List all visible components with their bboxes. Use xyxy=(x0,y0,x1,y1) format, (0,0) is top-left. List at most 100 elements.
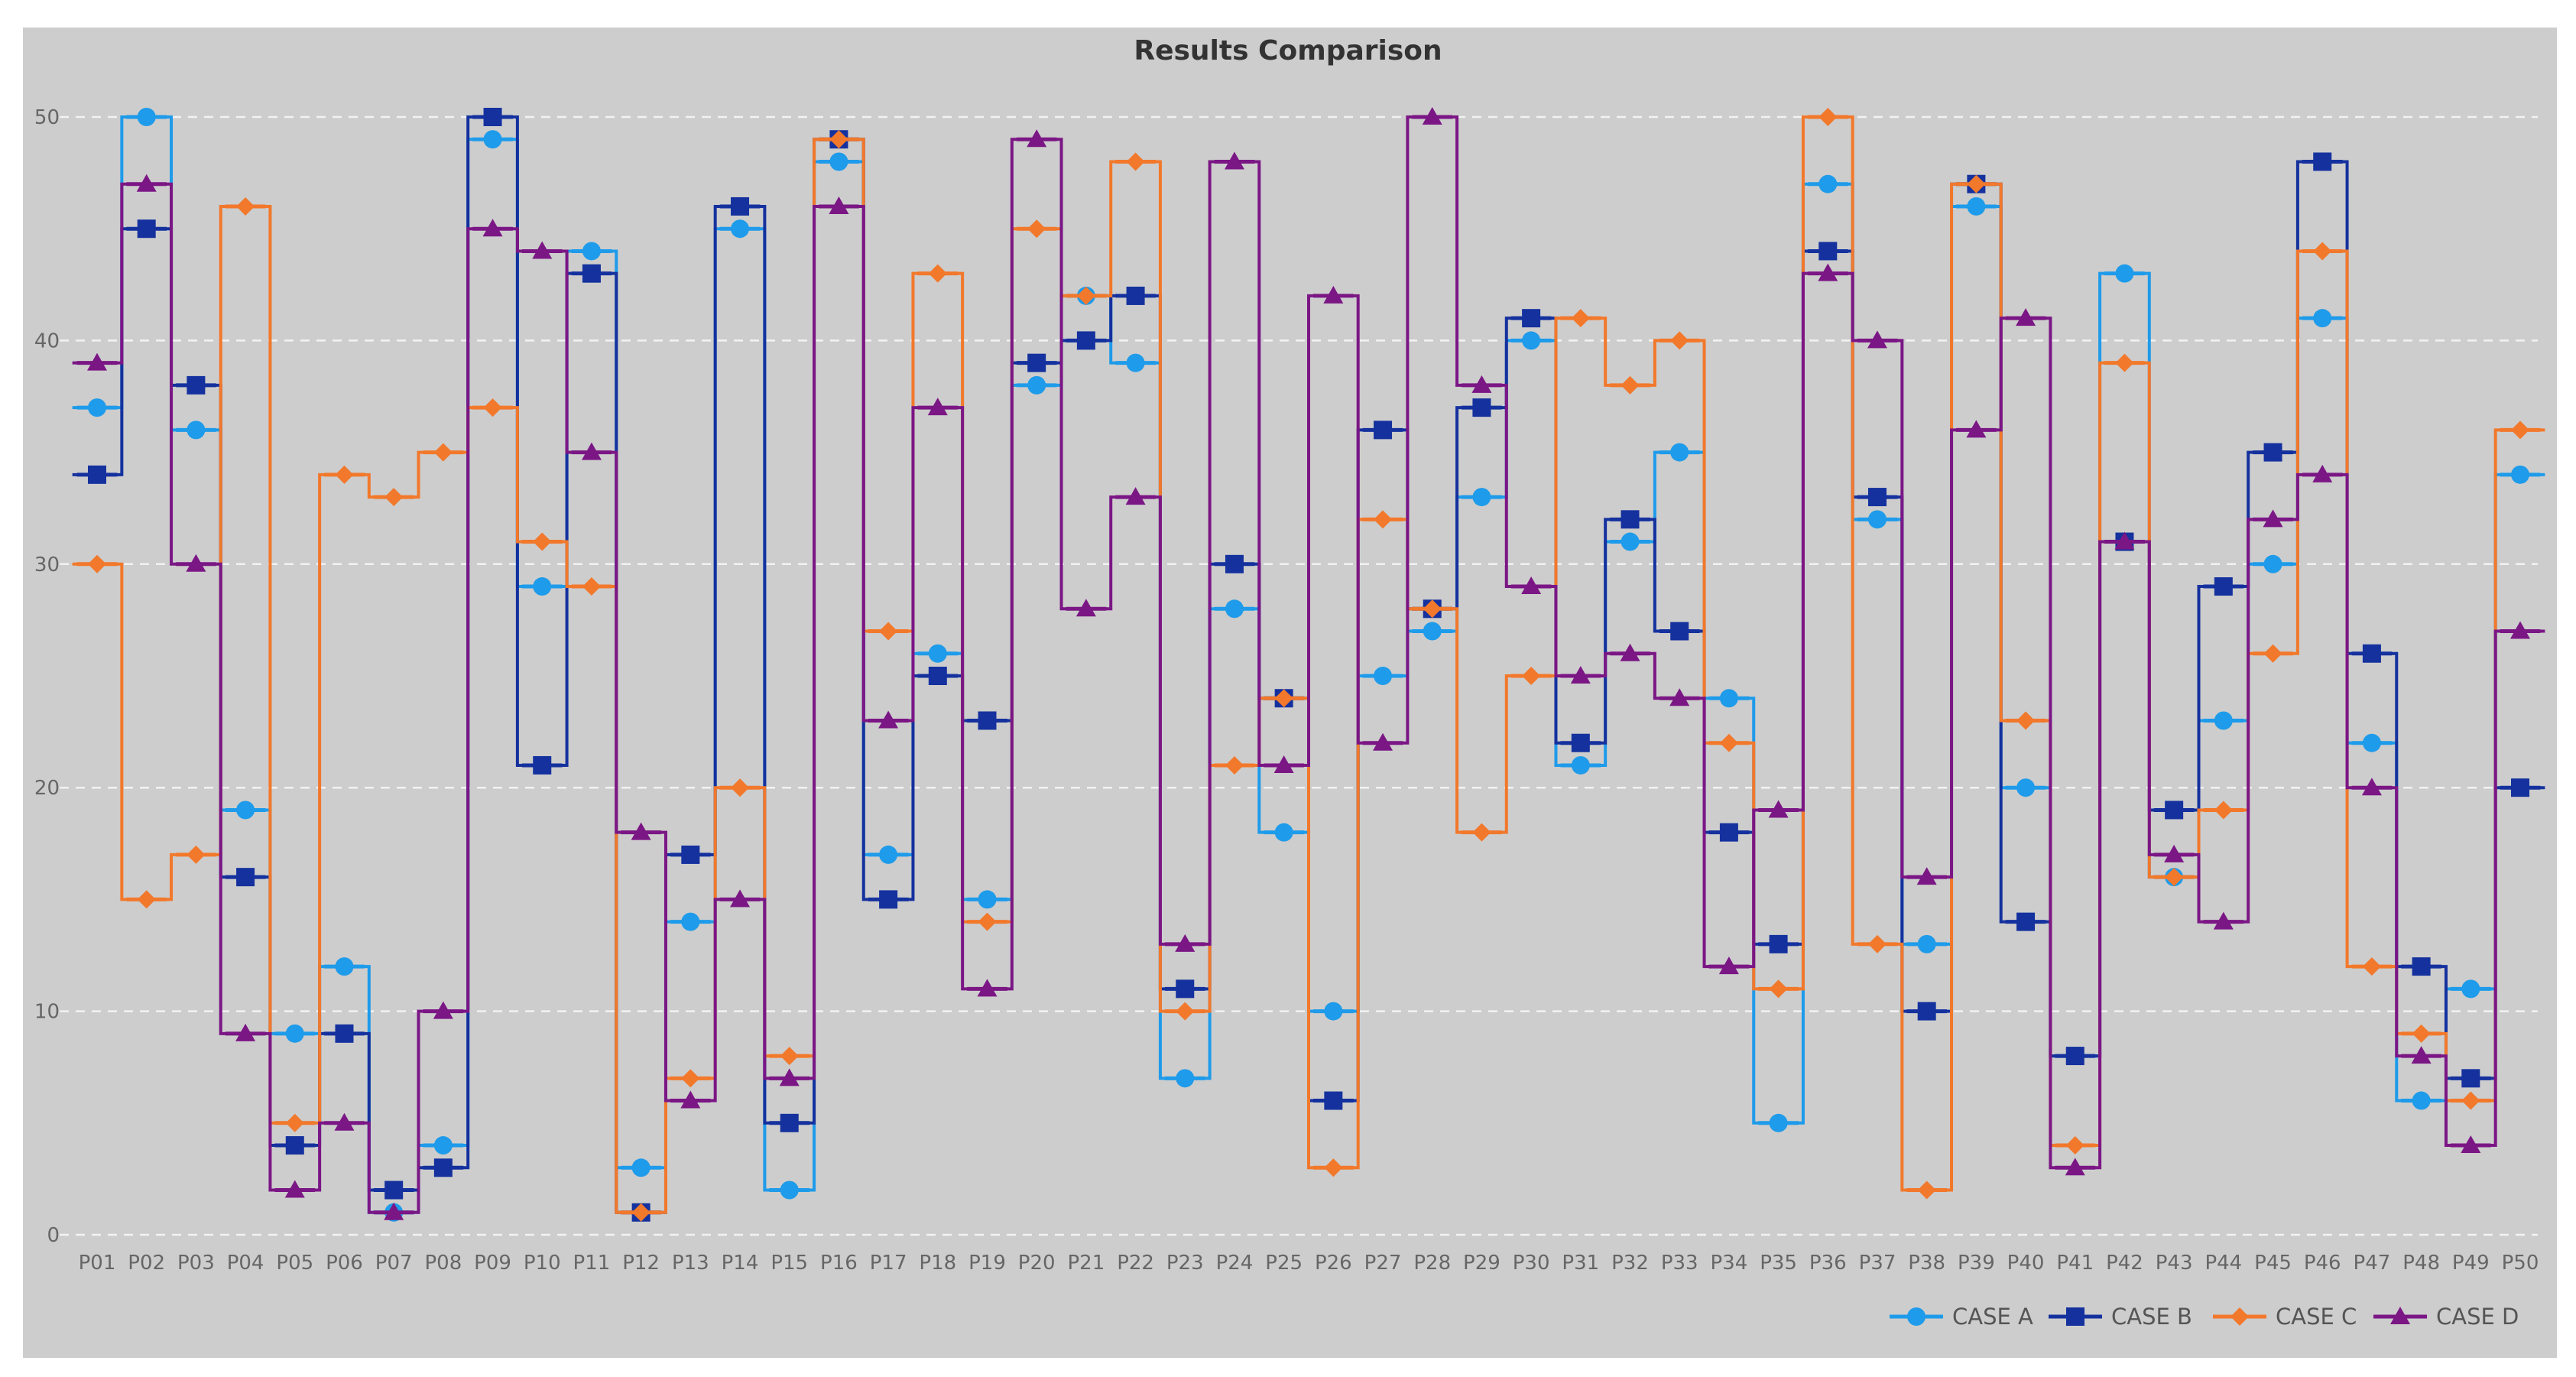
data-point-case-a[interactable] xyxy=(1472,488,1491,507)
data-point-case-c[interactable] xyxy=(1818,108,1838,126)
data-point-case-d[interactable] xyxy=(1175,934,1196,952)
data-point-case-d[interactable] xyxy=(1768,800,1789,818)
data-point-case-b[interactable] xyxy=(731,196,750,216)
data-point-case-d[interactable] xyxy=(878,710,899,729)
data-point-case-c[interactable] xyxy=(2362,957,2381,976)
data-point-case-b[interactable] xyxy=(1769,934,1788,953)
data-point-case-a[interactable] xyxy=(1374,667,1393,685)
data-point-case-a[interactable] xyxy=(829,152,848,171)
data-point-case-a[interactable] xyxy=(1225,599,1244,619)
data-point-case-a[interactable] xyxy=(681,912,700,931)
data-point-case-b[interactable] xyxy=(879,890,898,909)
data-point-case-b[interactable] xyxy=(2412,957,2431,976)
data-point-case-a[interactable] xyxy=(1917,934,1936,953)
data-point-case-c[interactable] xyxy=(1027,219,1046,239)
data-point-case-a[interactable] xyxy=(2115,264,2134,283)
data-point-case-d[interactable] xyxy=(1966,420,1987,438)
data-point-case-d[interactable] xyxy=(433,1001,453,1019)
data-point-case-b[interactable] xyxy=(1076,331,1095,350)
data-point-case-c[interactable] xyxy=(1126,152,1145,171)
data-point-case-a[interactable] xyxy=(335,957,354,976)
data-point-case-d[interactable] xyxy=(2016,308,2036,326)
data-point-case-a[interactable] xyxy=(2412,1091,2431,1110)
data-point-case-c[interactable] xyxy=(1374,510,1393,529)
data-point-case-c[interactable] xyxy=(2065,1136,2084,1155)
data-point-case-a[interactable] xyxy=(1176,1069,1195,1088)
data-point-case-b[interactable] xyxy=(384,1181,404,1200)
data-point-case-c[interactable] xyxy=(1324,1158,1343,1177)
data-point-case-d[interactable] xyxy=(829,196,849,214)
data-point-case-c[interactable] xyxy=(335,465,354,484)
data-point-case-c[interactable] xyxy=(2511,421,2529,440)
data-point-case-c[interactable] xyxy=(731,778,750,797)
data-point-case-d[interactable] xyxy=(532,241,553,259)
data-point-case-b[interactable] xyxy=(1225,554,1244,573)
data-point-case-b[interactable] xyxy=(2263,443,2282,462)
data-point-case-a[interactable] xyxy=(731,219,750,239)
data-point-case-a[interactable] xyxy=(533,577,552,596)
data-point-case-a[interactable] xyxy=(1967,196,1986,216)
data-point-case-a[interactable] xyxy=(978,890,997,909)
data-point-case-d[interactable] xyxy=(2164,844,2185,862)
data-point-case-a[interactable] xyxy=(1769,1113,1788,1132)
data-point-case-c[interactable] xyxy=(1769,979,1788,999)
data-point-case-d[interactable] xyxy=(631,822,651,840)
data-point-case-a[interactable] xyxy=(2263,554,2282,573)
data-point-case-d[interactable] xyxy=(2510,621,2530,639)
data-point-case-d[interactable] xyxy=(680,1090,701,1109)
data-point-case-d[interactable] xyxy=(334,1112,355,1131)
legend-item-case-d[interactable]: CASE D xyxy=(2373,1304,2519,1330)
data-point-case-c[interactable] xyxy=(88,554,106,573)
data-point-case-b[interactable] xyxy=(2461,1069,2480,1088)
data-point-case-b[interactable] xyxy=(1176,979,1195,999)
data-point-case-d[interactable] xyxy=(1273,755,1294,773)
data-point-case-c[interactable] xyxy=(2263,644,2282,663)
data-point-case-a[interactable] xyxy=(88,398,106,417)
data-point-case-a[interactable] xyxy=(928,644,947,663)
data-point-case-d[interactable] xyxy=(1422,107,1442,125)
data-point-case-d[interactable] xyxy=(730,889,751,908)
data-point-case-c[interactable] xyxy=(631,1203,650,1222)
data-point-case-d[interactable] xyxy=(1125,487,1146,505)
legend-item-case-a[interactable]: CASE A xyxy=(1890,1304,2033,1330)
data-point-case-a[interactable] xyxy=(879,845,898,864)
data-point-case-b[interactable] xyxy=(2511,778,2529,797)
data-point-case-c[interactable] xyxy=(1423,599,1442,619)
data-point-case-d[interactable] xyxy=(87,352,107,371)
data-point-case-b[interactable] xyxy=(780,1113,799,1132)
data-point-case-a[interactable] xyxy=(2214,711,2233,730)
data-point-case-a[interactable] xyxy=(137,108,156,126)
data-point-case-d[interactable] xyxy=(977,979,998,997)
data-point-case-d[interactable] xyxy=(2213,911,2234,930)
data-point-case-b[interactable] xyxy=(1621,510,1640,529)
data-point-case-b[interactable] xyxy=(187,375,206,395)
data-point-case-d[interactable] xyxy=(1323,285,1344,304)
data-point-case-b[interactable] xyxy=(1374,421,1393,440)
data-point-case-a[interactable] xyxy=(780,1181,799,1200)
data-point-case-c[interactable] xyxy=(1917,1181,1936,1200)
data-point-case-c[interactable] xyxy=(978,912,997,931)
data-point-case-b[interactable] xyxy=(1324,1091,1343,1110)
data-point-case-d[interactable] xyxy=(2411,1046,2432,1064)
data-point-case-c[interactable] xyxy=(2313,242,2332,261)
data-point-case-d[interactable] xyxy=(1620,643,1640,661)
data-point-case-d[interactable] xyxy=(235,1023,256,1041)
data-point-case-b[interactable] xyxy=(285,1136,304,1155)
data-point-case-a[interactable] xyxy=(1867,510,1887,529)
data-point-case-c[interactable] xyxy=(829,130,848,149)
data-point-case-a[interactable] xyxy=(1670,443,1689,462)
data-point-case-b[interactable] xyxy=(88,465,106,484)
data-point-case-d[interactable] xyxy=(1818,263,1838,281)
data-point-case-c[interactable] xyxy=(1076,286,1095,305)
data-point-case-d[interactable] xyxy=(1075,599,1096,617)
data-point-case-b[interactable] xyxy=(2016,912,2036,931)
data-point-case-c[interactable] xyxy=(780,1047,799,1066)
data-point-case-d[interactable] xyxy=(482,219,503,237)
data-point-case-d[interactable] xyxy=(1718,956,1739,975)
data-point-case-d[interactable] xyxy=(1916,867,1937,885)
data-point-case-b[interactable] xyxy=(1670,622,1689,641)
data-point-case-a[interactable] xyxy=(2511,465,2529,484)
data-point-case-c[interactable] xyxy=(1274,689,1293,708)
data-point-case-b[interactable] xyxy=(1472,398,1491,417)
data-point-case-d[interactable] xyxy=(1471,375,1492,393)
